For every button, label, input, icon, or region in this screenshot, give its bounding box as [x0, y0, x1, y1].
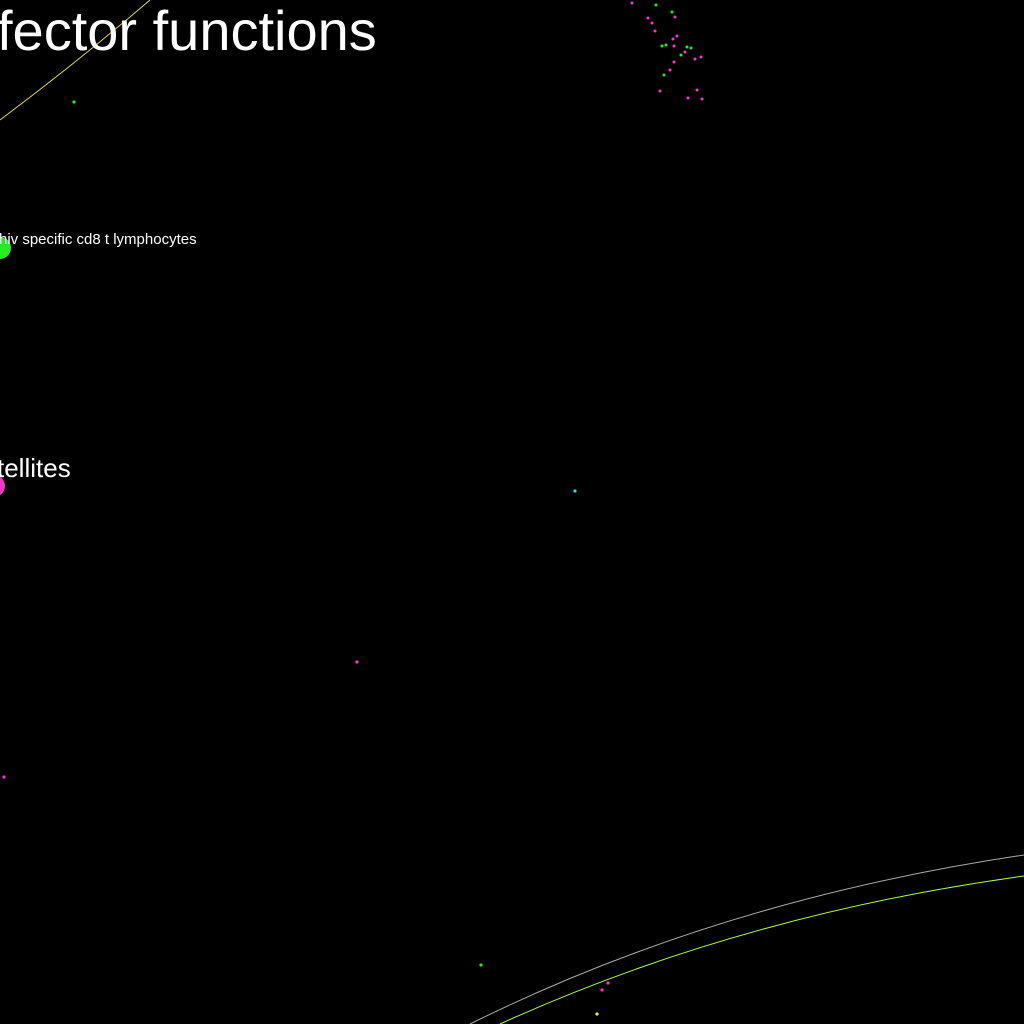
graph-node[interactable] [2, 775, 6, 779]
graph-node-magenta[interactable] [0, 475, 5, 497]
graph-node[interactable] [600, 988, 604, 992]
graph-node[interactable] [660, 44, 664, 48]
graph-node[interactable] [668, 68, 672, 72]
graph-node[interactable] [689, 46, 693, 50]
graph-node[interactable] [595, 1012, 599, 1016]
graph-node[interactable] [699, 55, 703, 59]
graph-node[interactable] [664, 43, 668, 47]
graph-node[interactable] [573, 489, 577, 493]
graph-edge [0, 0, 151, 121]
graph-node[interactable] [72, 100, 76, 104]
graph-node-green[interactable] [0, 237, 11, 259]
graph-node[interactable] [670, 10, 674, 14]
graph-node[interactable] [673, 15, 677, 19]
graph-node[interactable] [646, 16, 650, 20]
graph-node[interactable] [675, 34, 679, 38]
graph-node[interactable] [671, 37, 675, 41]
node-label-satellites: tellites [0, 453, 71, 483]
graph-node[interactable] [650, 21, 654, 25]
graph-node[interactable] [686, 96, 690, 100]
graph-node[interactable] [479, 963, 483, 967]
graph-node[interactable] [653, 29, 657, 33]
graph-node[interactable] [630, 1, 634, 5]
graph-edge [499, 875, 1024, 1024]
graph-node[interactable] [679, 53, 683, 57]
graph-node[interactable] [700, 97, 704, 101]
graph-node[interactable] [685, 45, 689, 49]
graph-node[interactable] [654, 3, 658, 7]
graph-node[interactable] [693, 57, 697, 61]
graph-node[interactable] [658, 89, 662, 93]
graph-node[interactable] [672, 60, 676, 64]
graph-node[interactable] [662, 73, 666, 77]
graph-node[interactable] [672, 44, 676, 48]
graph-node[interactable] [695, 88, 699, 92]
graph-node[interactable] [355, 660, 359, 664]
node-label-large: fector functions [0, 0, 377, 62]
graph-node[interactable] [606, 981, 610, 985]
node-label-hiv: hiv specific cd8 t lymphocytes [0, 231, 197, 248]
graph-node[interactable] [683, 50, 687, 54]
graph-edge [469, 854, 1024, 1024]
